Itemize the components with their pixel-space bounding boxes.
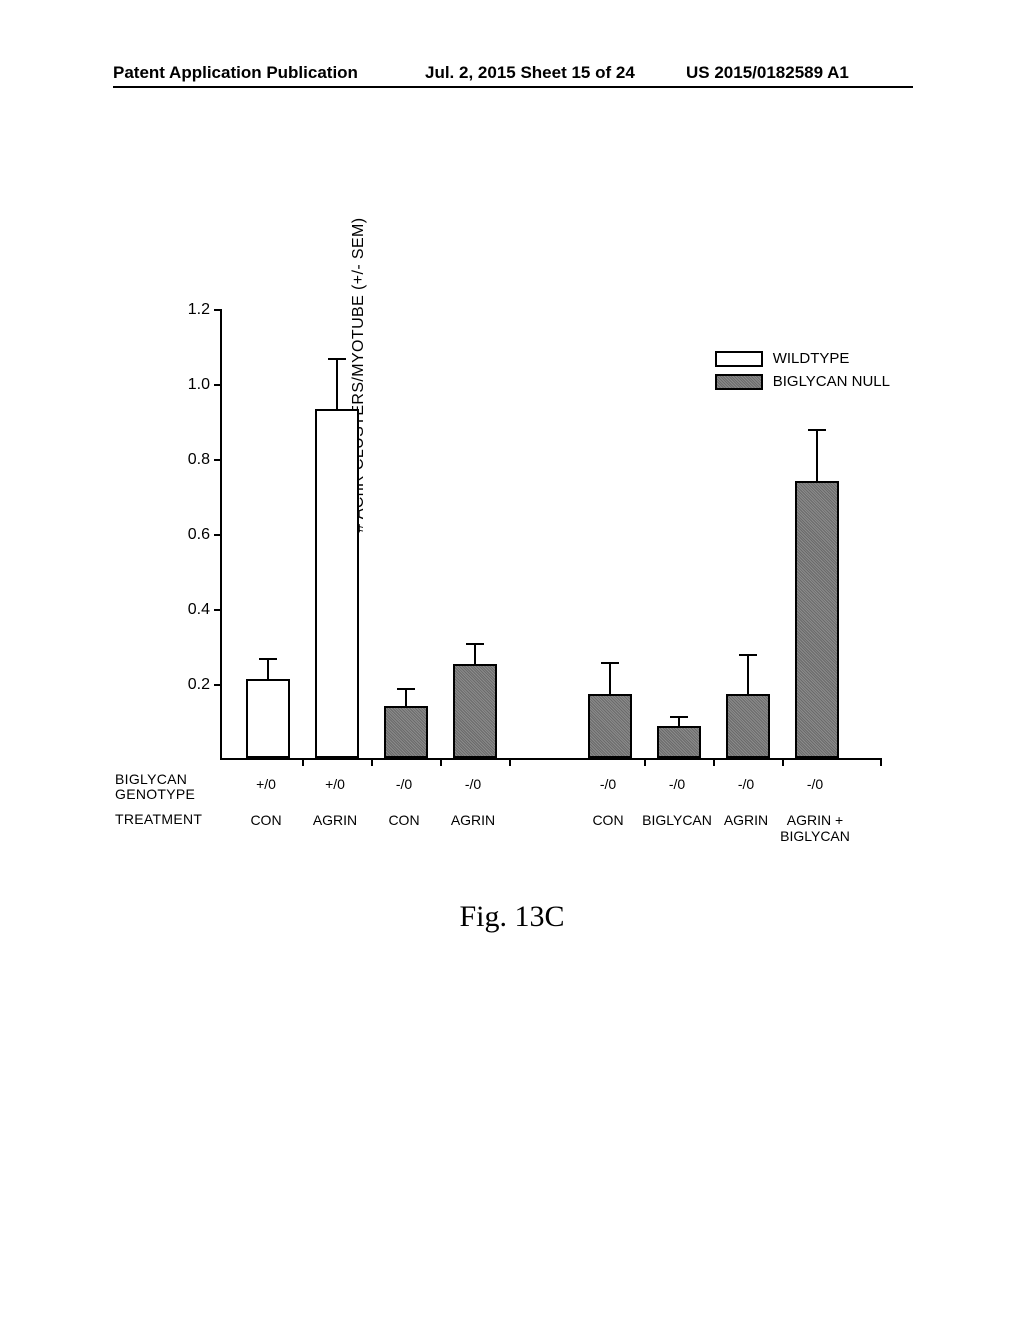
legend-swatch-wildtype [715,351,763,367]
bar [795,481,839,759]
genotype-label: -/0 [807,776,823,792]
bar [315,409,359,758]
treatment-label: CON [388,812,419,828]
treatment-label: AGRIN +BIGLYCAN [780,812,850,844]
legend-swatch-null [715,374,763,390]
legend-label-null: BIGLYCAN NULL [773,373,890,390]
figure-area: # AChR CLUSTERS/MYOTUBE (+/- SEM) WILDTY… [190,310,920,850]
x-tick [880,758,882,766]
y-tick-label: 0.4 [176,601,210,619]
genotype-label: -/0 [396,776,412,792]
legend-item-wildtype: WILDTYPE [715,350,890,367]
bar [453,664,497,758]
y-tick-label: 1.0 [176,376,210,394]
treatment-label: AGRIN [313,812,357,828]
error-bar-line [474,644,476,667]
error-bar-line [816,430,818,483]
x-tick [440,758,442,766]
y-tick [214,384,222,386]
error-bar-line [336,359,338,412]
genotype-label: -/0 [669,776,685,792]
bar [588,694,632,758]
x-tick [302,758,304,766]
treatment-label: CON [250,812,281,828]
error-bar-line [267,659,269,682]
treatment-label: BIGLYCAN [642,812,712,828]
header-center: Jul. 2, 2015 Sheet 15 of 24 [425,63,635,83]
x-tick [509,758,511,766]
y-tick-label: 0.6 [176,526,210,544]
y-tick [214,534,222,536]
error-bar-cap [259,658,277,660]
error-bar-cap [601,662,619,664]
genotype-label: -/0 [738,776,754,792]
y-tick [214,309,222,311]
x-tick [371,758,373,766]
genotype-label: +/0 [325,776,345,792]
header-left: Patent Application Publication [113,63,358,83]
error-bar-cap [466,643,484,645]
x-tick [644,758,646,766]
legend-label-wildtype: WILDTYPE [773,350,850,367]
chart-plot: WILDTYPE BIGLYCAN NULL 0.20.40.60.81.01.… [220,310,880,760]
error-bar-cap [808,429,826,431]
treatment-row-title: TREATMENT [115,812,202,827]
genotype-row-title: BIGLYCANGENOTYPE [115,772,195,803]
treatment-label: CON [592,812,623,828]
header-right: US 2015/0182589 A1 [686,63,849,83]
error-bar-cap [328,358,346,360]
error-bar-cap [670,716,688,718]
bar [657,726,701,758]
figure-caption: Fig. 13C [0,900,1024,934]
genotype-label: -/0 [465,776,481,792]
error-bar-cap [739,654,757,656]
y-tick [214,684,222,686]
x-tick [713,758,715,766]
header-rule [113,86,913,88]
error-bar-line [405,689,407,708]
bar [246,679,290,758]
genotype-label: +/0 [256,776,276,792]
error-bar-cap [397,688,415,690]
treatment-label: AGRIN [724,812,768,828]
y-tick-label: 0.2 [176,676,210,694]
error-bar-line [747,655,749,696]
y-tick-label: 0.8 [176,451,210,469]
error-bar-line [609,663,611,697]
x-tick [782,758,784,766]
y-tick [214,609,222,611]
bar [384,706,428,759]
y-tick [214,459,222,461]
y-tick-label: 1.2 [176,301,210,319]
treatment-label: AGRIN [451,812,495,828]
legend: WILDTYPE BIGLYCAN NULL [715,350,890,396]
legend-item-null: BIGLYCAN NULL [715,373,890,390]
bar [726,694,770,758]
genotype-label: -/0 [600,776,616,792]
error-bar-line [678,717,680,728]
